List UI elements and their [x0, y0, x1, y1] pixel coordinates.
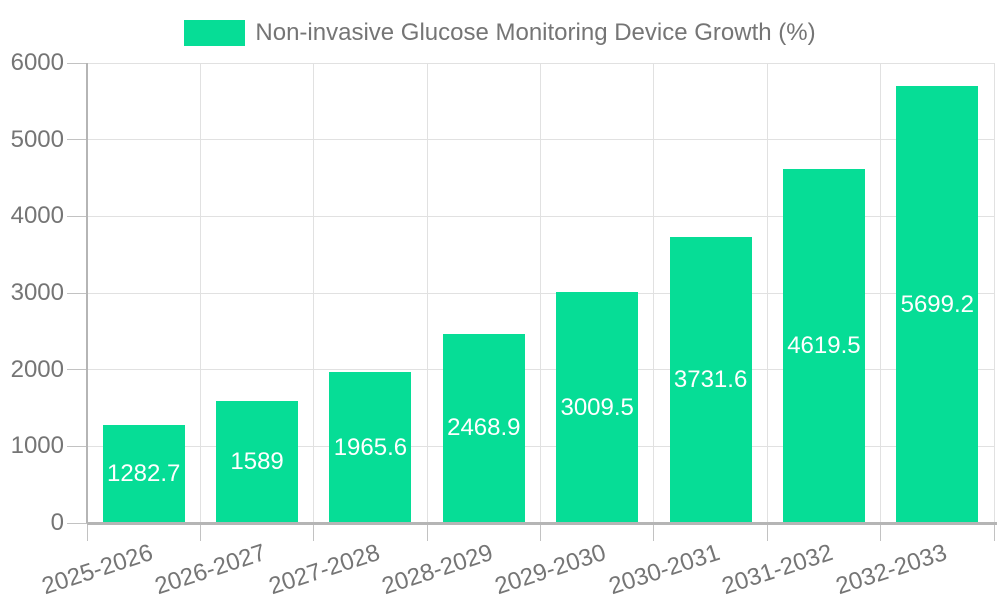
- x-axis-label: 2026-2027: [151, 539, 270, 600]
- bar[interactable]: 3009.5: [556, 292, 639, 523]
- x-axis-tick: [313, 523, 315, 541]
- bar-value-label: 3009.5: [560, 393, 634, 421]
- bar-value-label: 5699.2: [900, 290, 974, 318]
- x-axis-tick: [199, 523, 201, 541]
- x-axis-label: 2028-2029: [378, 539, 497, 600]
- legend-item[interactable]: Non-invasive Glucose Monitoring Device G…: [0, 19, 1000, 47]
- gridline-vertical: [993, 63, 995, 523]
- bar[interactable]: 4619.5: [782, 168, 865, 523]
- gridline-vertical: [540, 63, 541, 523]
- y-axis-label: 2000: [10, 355, 64, 383]
- y-axis-label: 3000: [10, 279, 64, 306]
- y-axis-tick: [67, 445, 87, 447]
- y-axis-tick: [67, 139, 87, 141]
- y-axis-label: 0: [50, 509, 64, 536]
- x-axis-tick: [993, 523, 995, 541]
- x-axis-tick: [653, 523, 655, 541]
- gridline-vertical: [653, 63, 655, 523]
- gridline-vertical: [313, 63, 315, 523]
- bar-value-label: 1965.6: [333, 433, 408, 461]
- bar-value-label: 1589: [230, 448, 284, 476]
- y-axis-label: 5000: [10, 125, 64, 153]
- y-axis-label: 4000: [10, 202, 64, 230]
- bar[interactable]: 1965.6: [329, 372, 412, 523]
- y-axis-tick: [67, 62, 87, 64]
- x-axis-label: 2027-2028: [265, 539, 383, 600]
- x-axis-label: 2025-2026: [38, 539, 157, 600]
- y-axis-line: [86, 63, 88, 523]
- x-axis-label: 2029-2030: [492, 539, 610, 600]
- legend-swatch: [184, 20, 246, 46]
- x-axis-tick: [766, 523, 768, 541]
- y-axis-tick: [67, 292, 87, 294]
- y-axis-label: 6000: [10, 49, 64, 76]
- y-axis-tick: [67, 369, 87, 371]
- bar-value-label: 1282.7: [106, 459, 181, 487]
- bar[interactable]: 3731.6: [669, 236, 752, 523]
- y-axis-tick: [67, 522, 87, 524]
- y-axis-tick: [67, 215, 87, 217]
- x-axis-tick: [86, 523, 88, 541]
- x-axis-line: [87, 522, 997, 525]
- x-axis-label: 2030-2031: [605, 539, 723, 600]
- bar-value-label: 2468.9: [447, 414, 521, 442]
- bar-value-label: 4619.5: [787, 331, 861, 359]
- gridline-vertical: [426, 63, 428, 523]
- bar-value-label: 3731.6: [673, 365, 748, 393]
- x-axis-tick: [426, 523, 428, 541]
- x-axis-tick: [880, 523, 882, 541]
- bar[interactable]: 1282.7: [102, 424, 185, 523]
- bar[interactable]: 2468.9: [442, 333, 525, 523]
- bar[interactable]: 5699.2: [896, 86, 979, 523]
- gridline-vertical: [766, 63, 768, 523]
- x-axis-label: 2032-2033: [832, 539, 950, 600]
- x-axis-label: 2031-2032: [718, 539, 837, 600]
- legend-label: Non-invasive Glucose Monitoring Device G…: [255, 19, 816, 46]
- bar[interactable]: 1589: [216, 401, 299, 523]
- gridline-vertical: [199, 63, 201, 523]
- x-axis-tick: [540, 523, 541, 541]
- gridline-vertical: [880, 63, 882, 523]
- y-axis-label: 1000: [10, 432, 64, 460]
